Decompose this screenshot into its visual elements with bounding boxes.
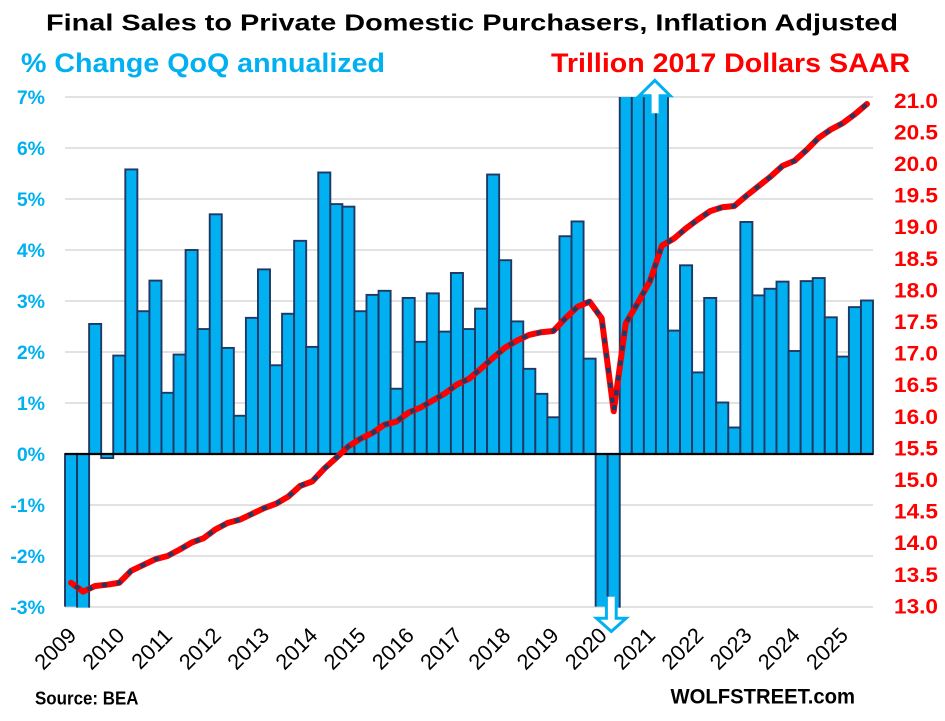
svg-text:7%: 7% [17, 87, 45, 109]
svg-text:6%: 6% [17, 138, 45, 160]
svg-text:15.5: 15.5 [894, 437, 938, 460]
svg-text:13.5: 13.5 [894, 564, 938, 587]
svg-text:% Change QoQ annualized: % Change QoQ annualized [21, 48, 385, 78]
svg-text:1%: 1% [17, 393, 45, 415]
svg-text:17.0: 17.0 [894, 343, 938, 366]
svg-text:20.0: 20.0 [894, 153, 938, 176]
svg-text:14.0: 14.0 [894, 532, 938, 555]
svg-text:16.5: 16.5 [894, 374, 938, 397]
svg-text:-2%: -2% [10, 546, 45, 568]
svg-text:15.0: 15.0 [894, 469, 938, 492]
svg-text:4%: 4% [17, 240, 45, 262]
svg-text:14.5: 14.5 [894, 501, 938, 524]
svg-text:-1%: -1% [10, 495, 45, 517]
svg-text:0%: 0% [17, 444, 45, 466]
svg-text:20.5: 20.5 [894, 121, 938, 144]
svg-text:-3%: -3% [10, 597, 45, 619]
svg-text:Final Sales to Private Domesti: Final Sales to Private Domestic Purchase… [46, 10, 898, 36]
svg-text:WOLFSTREET.com: WOLFSTREET.com [671, 685, 856, 709]
svg-text:Trillion 2017 Dollars SAAR: Trillion 2017 Dollars SAAR [551, 48, 910, 78]
svg-text:19.0: 19.0 [894, 216, 938, 239]
svg-text:Source: BEA: Source: BEA [35, 688, 139, 709]
svg-text:17.5: 17.5 [894, 311, 938, 334]
svg-text:16.0: 16.0 [894, 406, 938, 429]
svg-text:2%: 2% [17, 342, 45, 364]
svg-text:18.5: 18.5 [894, 248, 938, 271]
svg-text:18.0: 18.0 [894, 279, 938, 302]
svg-text:3%: 3% [17, 291, 45, 313]
svg-text:5%: 5% [17, 189, 45, 211]
svg-text:21.0: 21.0 [894, 90, 938, 113]
svg-text:19.5: 19.5 [894, 185, 938, 208]
svg-text:13.0: 13.0 [894, 595, 938, 618]
